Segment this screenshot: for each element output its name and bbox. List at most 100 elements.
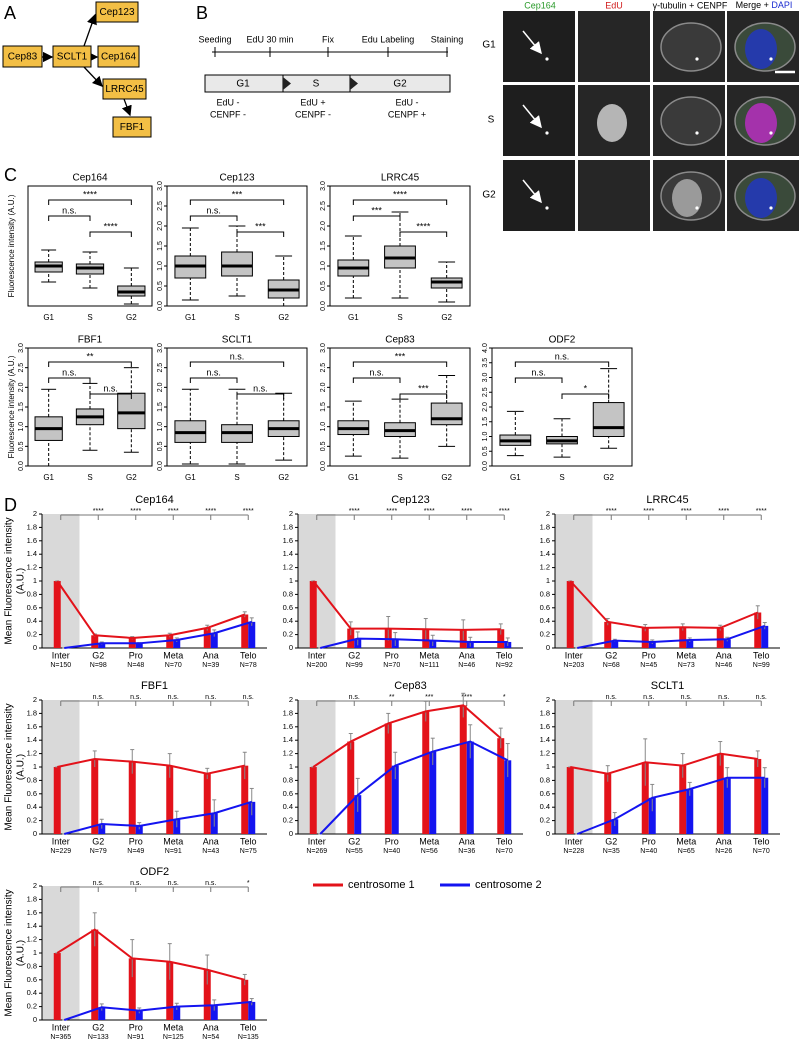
n-label: N=70 [165, 662, 182, 669]
x-tick-label: G2 [126, 473, 137, 482]
centrosome-dot [769, 57, 773, 61]
y-tick-label: 2.5 [157, 363, 164, 373]
column-header: γ-tubulin + CENPF [653, 0, 728, 10]
significance-label: n.s. [349, 694, 360, 701]
y-tick-label: 0.5 [18, 441, 25, 451]
bar [716, 627, 724, 648]
x-tick-label: Telo [240, 1022, 257, 1032]
y-tick-label: 2.5 [320, 363, 327, 373]
significance-bracket [89, 231, 132, 237]
y-tick-label: 0.2 [27, 816, 37, 825]
significance-label: n.s. [243, 694, 254, 701]
n-label: N=70 [496, 848, 513, 855]
y-tick-label: 1 [546, 762, 550, 771]
y-tick-label: 0.0 [320, 301, 327, 311]
y-tick-label: 2 [289, 695, 293, 704]
y-tick-label: 0 [33, 1015, 37, 1024]
y-tick-label: 1.8 [27, 522, 37, 531]
phase-label: G2 [393, 79, 407, 90]
series-line [576, 776, 765, 835]
significance-label: *** [232, 189, 243, 199]
significance-label: n.s. [230, 351, 245, 361]
y-tick-label: 4.0 [482, 343, 489, 353]
micrograph [503, 85, 575, 156]
arrow [522, 104, 542, 129]
significance-bracket [189, 361, 285, 367]
legend-label: centrosome 1 [348, 879, 415, 891]
y-tick-label: 1.2 [27, 935, 37, 944]
y-tick-label: 0.0 [320, 461, 327, 471]
n-label: N=70 [383, 662, 400, 669]
significance-label: n.s. [606, 694, 617, 701]
significance-bracket [48, 361, 132, 367]
n-label: N=99 [346, 662, 363, 669]
y-tick-label: 3.0 [320, 343, 327, 353]
bar [210, 1005, 218, 1020]
x-tick-label: G1 [348, 473, 359, 482]
timeline-label: Fix [322, 34, 334, 44]
x-tick-label: G1 [348, 313, 359, 322]
bar [241, 765, 249, 834]
n-label: N=111 [419, 662, 439, 669]
y-tick-label: 0 [289, 643, 293, 652]
y-tick-label: 0.5 [320, 281, 327, 291]
n-label: N=98 [90, 662, 107, 669]
bar [641, 762, 649, 834]
significance-bracket [189, 377, 238, 383]
x-tick-label: Pro [642, 650, 656, 660]
bar [309, 767, 317, 834]
y-tick-label: 1.4 [540, 549, 550, 558]
bar [723, 639, 731, 648]
y-tick-label: 0.4 [27, 802, 37, 811]
significance-label: n.s. [206, 367, 221, 377]
n-label: N=65 [678, 848, 695, 855]
y-axis-title: Mean Fluorescence intensity [4, 517, 15, 644]
y-tick-label: 1 [289, 762, 293, 771]
significance-label: **** [681, 508, 692, 515]
bar [241, 614, 249, 648]
n-label: N=36 [458, 848, 475, 855]
centrosome-dot [769, 206, 773, 210]
y-tick-label: 2 [546, 509, 550, 518]
arrow [522, 30, 542, 55]
x-tick-label: Meta [163, 1022, 183, 1032]
y-tick-label: 0.0 [157, 301, 164, 311]
bar [429, 751, 437, 834]
x-tick-label: Ana [716, 650, 732, 660]
y-tick-label: 0.8 [540, 589, 550, 598]
row-label: G1 [482, 40, 496, 51]
series-line [63, 800, 253, 835]
bar [135, 825, 143, 834]
box [117, 392, 146, 430]
significance-label: **** [104, 221, 119, 231]
n-label: N=200 [306, 662, 327, 669]
x-tick-label: Telo [496, 836, 513, 846]
chart-title: Cep164 [135, 494, 174, 506]
y-tick-label: 0.6 [283, 603, 293, 612]
y-tick-label: 0.6 [283, 789, 293, 798]
y-tick-label: 1.6 [540, 536, 550, 545]
n-label: N=92 [496, 662, 513, 669]
bar [166, 635, 174, 648]
significance-label: **** [718, 508, 729, 515]
significance-bracket [352, 361, 448, 367]
n-label: N=203 [563, 662, 584, 669]
x-tick-label: Meta [163, 650, 183, 660]
significance-label: n.s. [168, 694, 179, 701]
bar [761, 777, 769, 834]
significance-label: n.s. [555, 351, 570, 361]
y-tick-label: 1.5 [157, 241, 164, 251]
x-tick-label: G2 [126, 313, 137, 322]
significance-label: *** [255, 221, 266, 231]
y-tick-label: 2.5 [320, 201, 327, 211]
significance-label: n.s. [62, 367, 77, 377]
n-label: N=73 [678, 662, 695, 669]
n-label: N=40 [383, 848, 400, 855]
y-tick-label: 1.2 [27, 563, 37, 572]
y-tick-label: 0.6 [27, 603, 37, 612]
significance-label: **** [349, 508, 360, 515]
significance-label: **** [606, 508, 617, 515]
x-tick-label: G2 [92, 1022, 104, 1032]
n-label: N=269 [306, 848, 327, 855]
